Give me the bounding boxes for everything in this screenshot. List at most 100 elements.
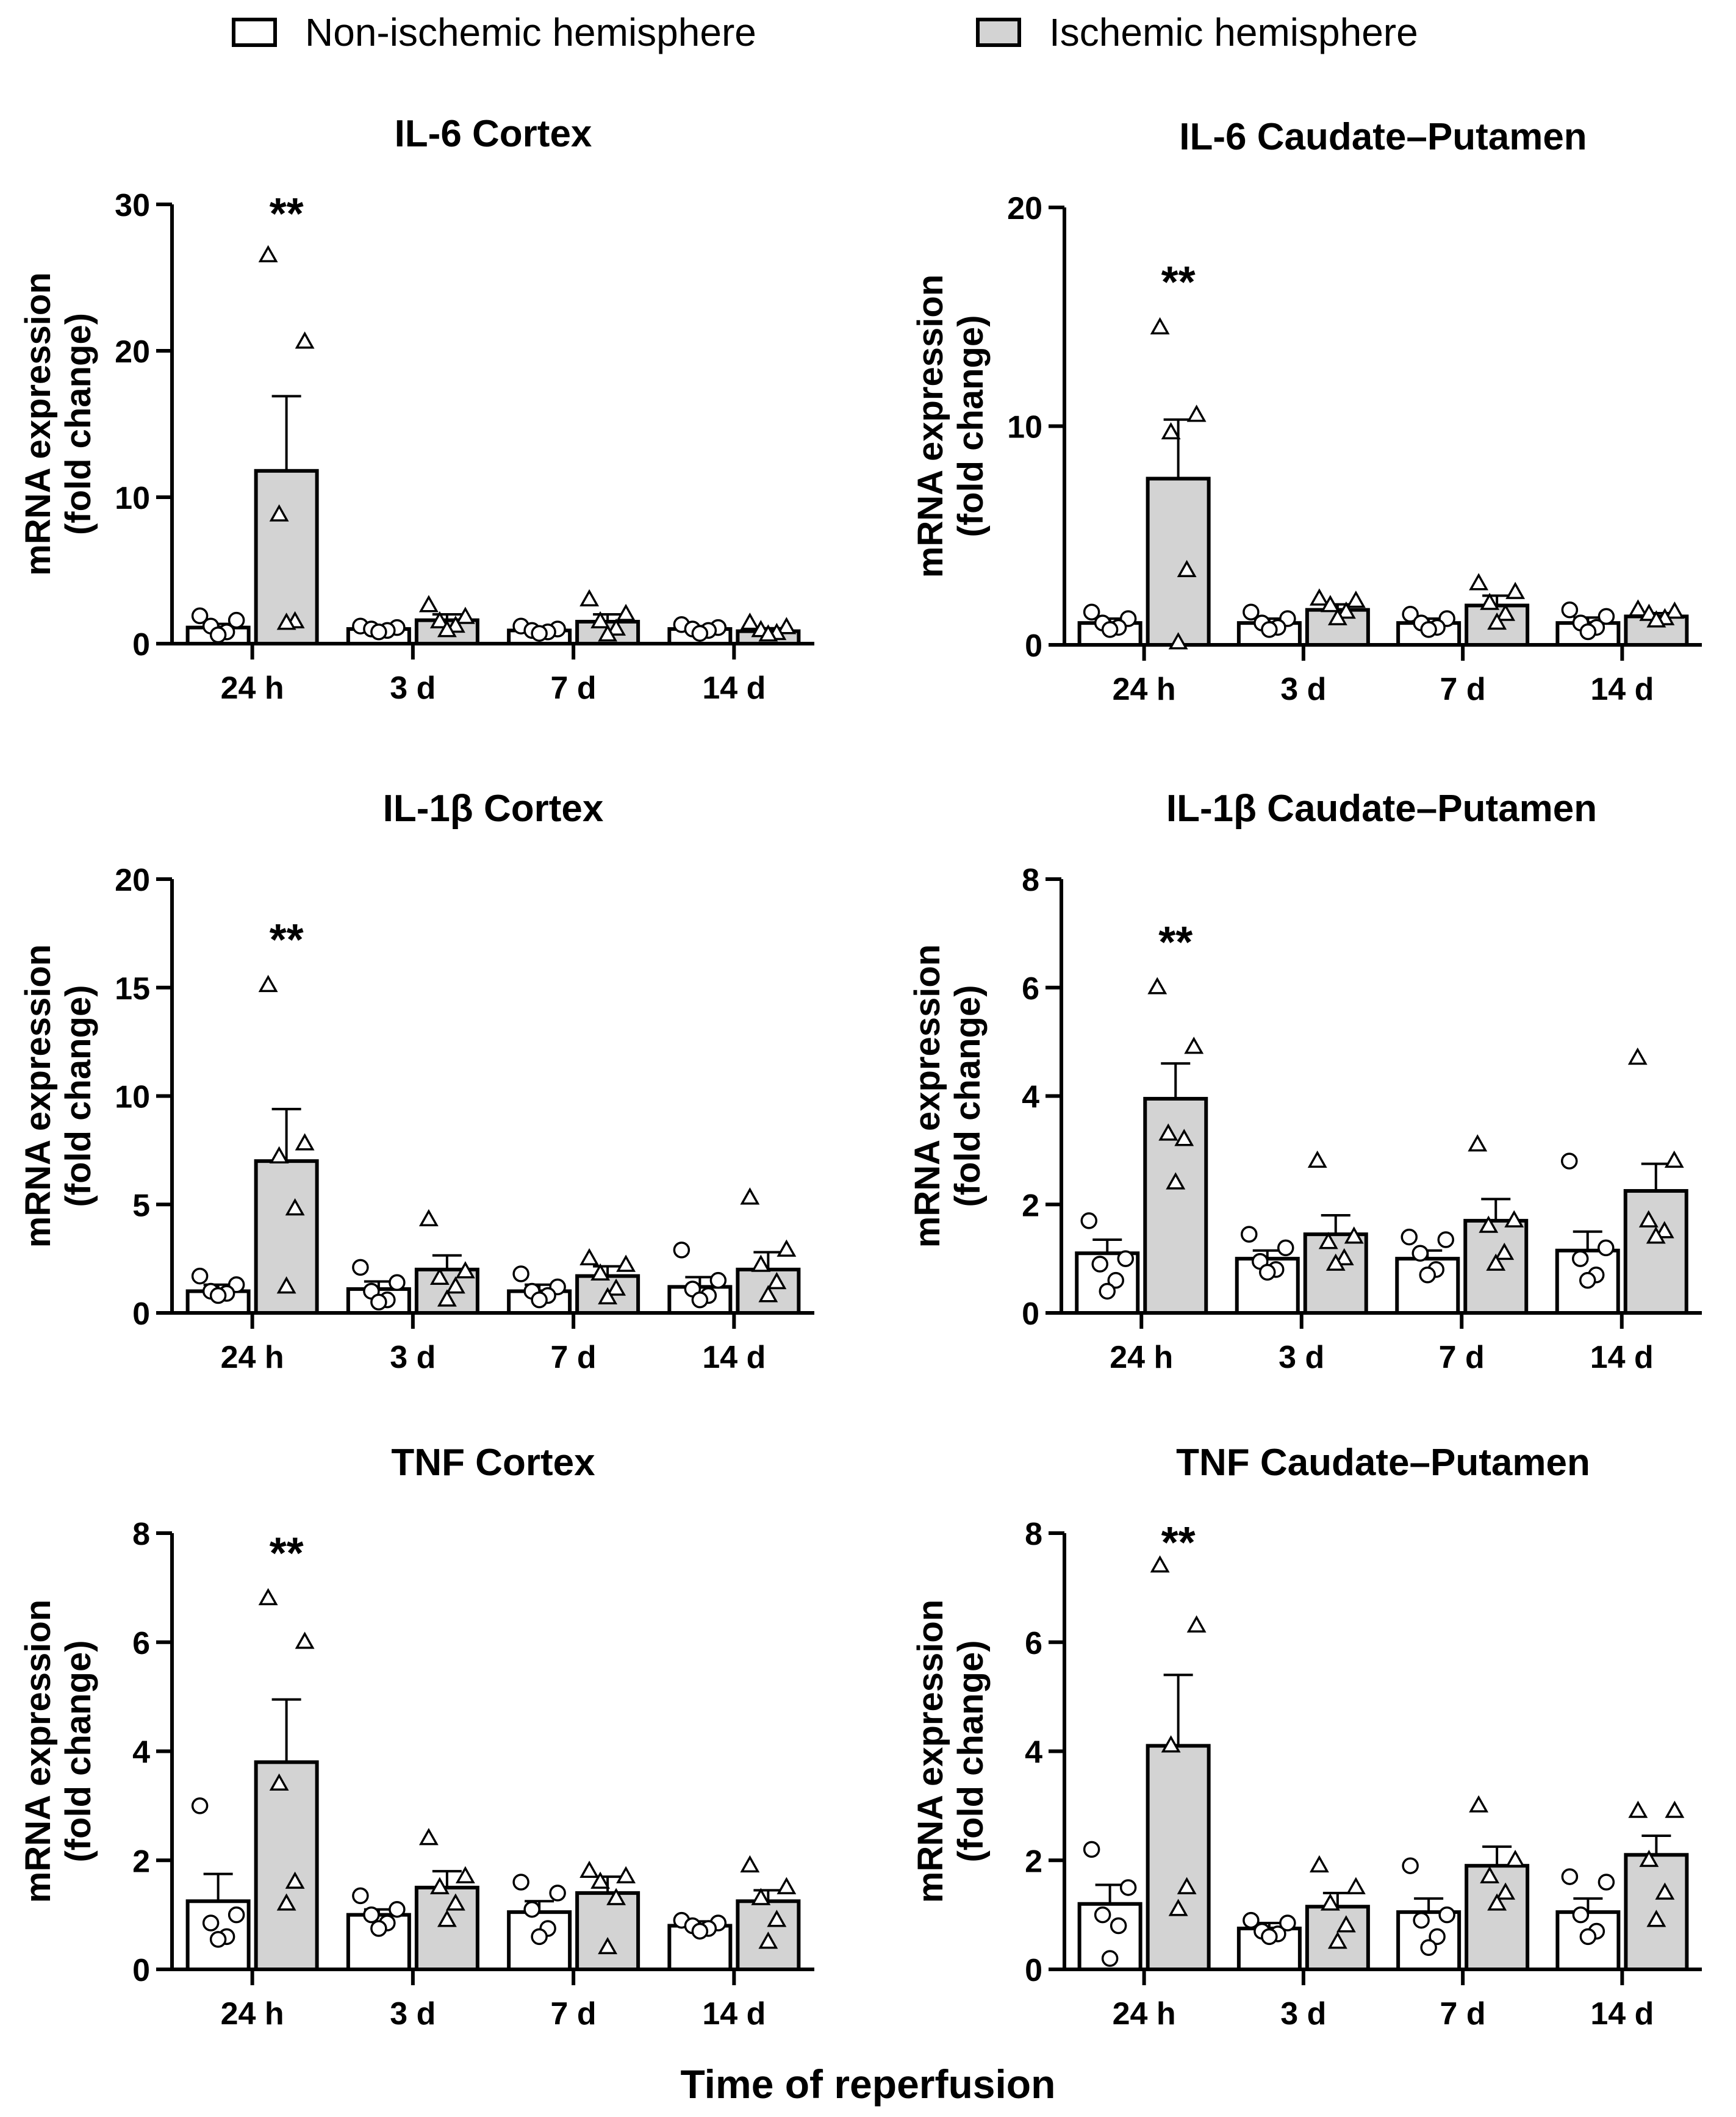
data-point-non-ischemic: [389, 1900, 406, 1918]
y-axis-label-line-1: mRNA expression: [911, 1600, 950, 1903]
data-point-ischemic: [276, 1276, 296, 1294]
data-point-ischemic: [1665, 1800, 1685, 1818]
data-point-ischemic: [269, 1773, 289, 1791]
data-point-ischemic: [1480, 1866, 1500, 1883]
data-point-non-ischemic: [1402, 606, 1419, 623]
data-point-non-ischemic: [691, 1291, 709, 1309]
y-tick-label: 4: [1022, 1080, 1039, 1115]
data-point-ischemic: [598, 624, 618, 642]
data-point-non-ischemic: [1420, 1939, 1437, 1956]
data-point-ischemic: [598, 1936, 618, 1955]
data-point-ischemic: [1318, 1232, 1338, 1249]
data-point-ischemic: [777, 1239, 797, 1257]
legend-label-ischemic: Ischemic hemisphere: [1049, 10, 1418, 54]
chart-panel-4: IL-1β Caudate–Putamen mRNA expression(fol…: [908, 788, 1702, 1375]
data-point-ischemic: [437, 1289, 457, 1307]
data-point-non-ischemic: [370, 1293, 387, 1310]
bar-ischemic: [1623, 1189, 1688, 1315]
data-point-ischemic: [1487, 612, 1507, 630]
data-point-non-ischemic: [1572, 1906, 1590, 1924]
data-point-non-ischemic: [1110, 1917, 1127, 1935]
chart-title: IL-1β Caudate–Putamen: [1166, 788, 1597, 830]
data-point-ischemic: [1628, 1800, 1648, 1818]
data-point-ischemic: [1327, 1932, 1347, 1949]
y-tick-label: 8: [1025, 1517, 1042, 1552]
data-point-non-ischemic: [1101, 1950, 1119, 1967]
data-point-non-ischemic: [1080, 1212, 1097, 1229]
y-tick-label: 5: [132, 1188, 150, 1223]
data-point-ischemic: [269, 504, 289, 522]
chart-title: IL-6 Caudate–Putamen: [1179, 116, 1587, 158]
x-tick-label: 14 d: [1590, 1340, 1654, 1375]
data-point-ischemic: [758, 1932, 778, 1949]
data-point-ischemic: [285, 1198, 305, 1216]
data-point-non-ischemic: [209, 1287, 227, 1304]
bar-ischemic: [1146, 476, 1211, 647]
x-tick-label: 7 d: [551, 1340, 597, 1375]
y-tick-label: 10: [1007, 410, 1042, 445]
y-tick-label: 6: [1022, 971, 1039, 1007]
data-point-non-ischemic: [512, 1265, 529, 1282]
y-tick-label: 0: [1025, 1953, 1042, 1988]
data-point-ischemic: [269, 1146, 289, 1163]
data-point-non-ischemic: [1091, 1256, 1108, 1273]
data-point-ischemic: [1639, 1849, 1659, 1867]
data-point-non-ischemic: [1083, 603, 1100, 620]
data-point-ischemic: [1168, 632, 1188, 650]
data-point-ischemic: [1346, 590, 1366, 608]
data-point-ischemic: [767, 1910, 787, 1927]
data-point-non-ischemic: [1579, 623, 1597, 641]
y-tick-label: 20: [115, 863, 150, 898]
y-tick-label: 0: [1022, 1296, 1039, 1332]
x-tick-label: 3 d: [390, 670, 436, 706]
y-tick-label: 10: [115, 1080, 150, 1115]
data-point-non-ischemic: [202, 1914, 220, 1932]
x-tick-label: 24 h: [1113, 672, 1176, 707]
data-point-ischemic: [1177, 559, 1197, 578]
data-point-ischemic: [295, 1631, 315, 1649]
data-point-ischemic: [1469, 1795, 1489, 1813]
data-point-non-ischemic: [1419, 1267, 1436, 1284]
y-axis-label-line-1: mRNA expression: [18, 944, 58, 1248]
data-point-non-ischemic: [1243, 603, 1260, 620]
data-point-non-ischemic: [1598, 1874, 1615, 1891]
data-point-ischemic: [1309, 588, 1329, 606]
x-tick-label: 24 h: [1110, 1340, 1173, 1375]
data-point-ischemic: [418, 1209, 439, 1227]
y-tick-label: 10: [115, 481, 150, 516]
data-point-ischemic: [1505, 1849, 1526, 1867]
data-point-non-ischemic: [1241, 1226, 1258, 1243]
y-tick-label: 0: [132, 627, 150, 663]
data-point-non-ischemic: [1561, 1868, 1579, 1885]
data-point-non-ischemic: [1411, 1245, 1429, 1262]
data-point-ischemic: [1646, 610, 1666, 628]
y-axis-label-line-2: (fold change): [951, 1640, 991, 1862]
data-point-ischemic: [616, 1866, 636, 1883]
data-point-non-ischemic: [1279, 1914, 1296, 1932]
significance-marker: **: [270, 1529, 304, 1578]
data-point-ischemic: [590, 611, 611, 628]
x-tick-label: 24 h: [221, 670, 284, 706]
y-tick-label: 8: [1022, 863, 1039, 898]
y-axis-label-line-2: (fold change): [59, 1640, 98, 1862]
chart-panel-1: IL-6 Cortex mRNA expression(fold change) 0…: [18, 113, 814, 706]
data-point-ischemic: [1469, 573, 1489, 591]
data-point-ischemic: [445, 1893, 465, 1911]
chart-panel-3: IL-1β Cortex mRNA expression(fold change)…: [18, 788, 814, 1375]
data-point-ischemic: [418, 1828, 439, 1846]
x-tick-label: 14 d: [1590, 1996, 1654, 2032]
data-point-ischemic: [740, 1855, 760, 1873]
data-point-ischemic: [1158, 1123, 1178, 1141]
data-point-non-ischemic: [531, 625, 548, 642]
data-point-ischemic: [1186, 1615, 1207, 1633]
y-tick-label: 0: [1025, 628, 1042, 664]
data-point-non-ischemic: [691, 1922, 709, 1940]
significance-marker: **: [1161, 1519, 1196, 1567]
data-point-non-ischemic: [673, 1242, 690, 1259]
data-point-ischemic: [579, 1248, 600, 1266]
data-point-ischemic: [1150, 1555, 1170, 1573]
y-tick-label: 8: [132, 1517, 150, 1552]
data-point-ischemic: [740, 613, 760, 630]
data-point-non-ischemic: [1099, 1282, 1116, 1300]
data-point-ischemic: [1494, 1242, 1515, 1260]
